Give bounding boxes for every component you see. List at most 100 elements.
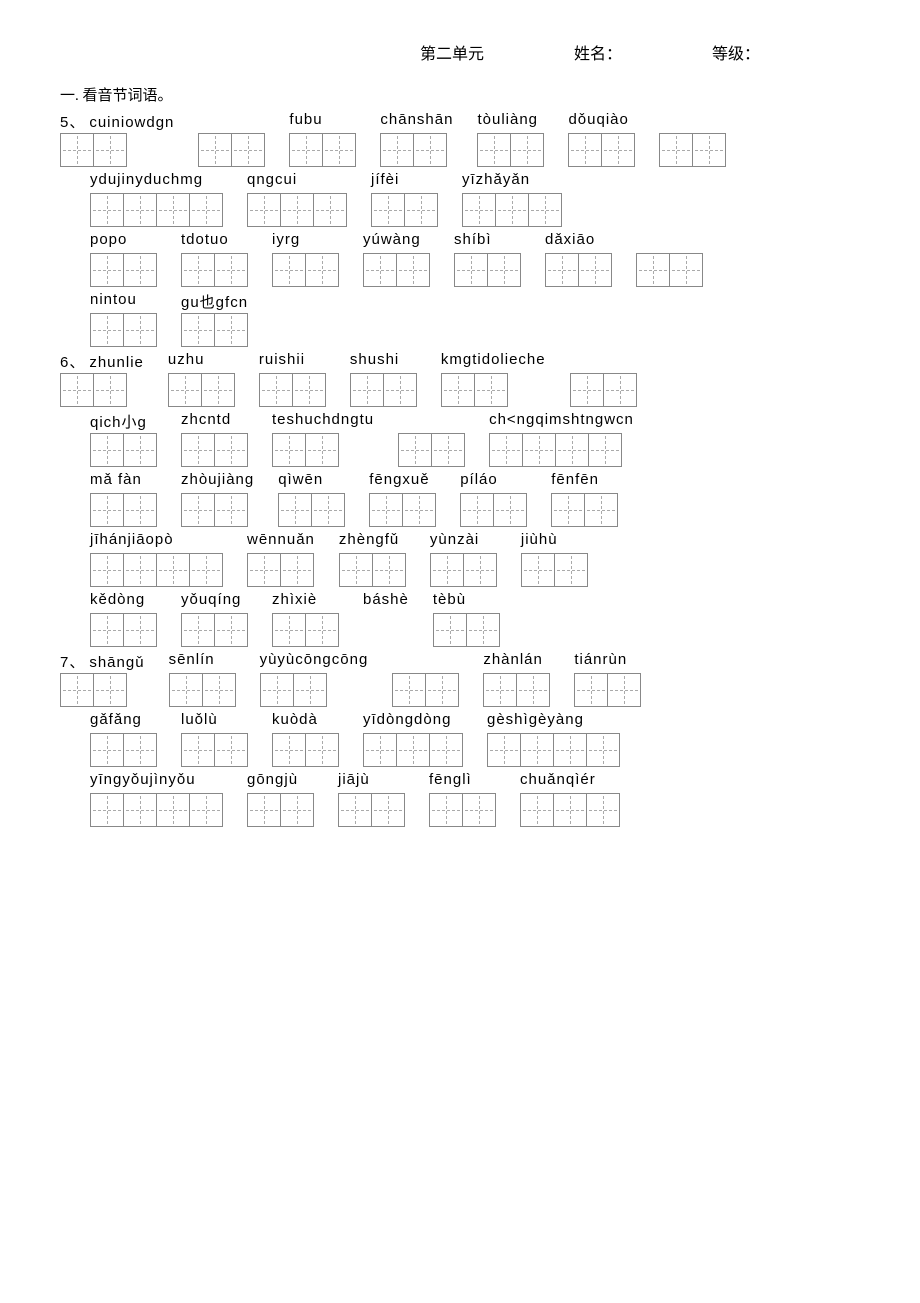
tianzige-cell <box>214 613 248 647</box>
tianzige-cell <box>280 553 314 587</box>
pinyin-item: yǒuqíng <box>181 591 248 647</box>
tianzige-cell <box>462 793 496 827</box>
pinyin-label: teshuchdngtu <box>272 411 374 429</box>
pinyin-label: yīngyǒujìnyǒu <box>90 771 196 789</box>
tianzige-grid <box>369 493 436 527</box>
tianzige-cell <box>404 193 438 227</box>
tianzige-cell <box>570 373 604 407</box>
tianzige-cell <box>495 193 529 227</box>
tianzige-cell <box>156 553 190 587</box>
pinyin-item: iyrg <box>272 231 339 287</box>
tianzige-cell <box>189 793 223 827</box>
tianzige-cell <box>93 133 127 167</box>
tianzige-cell <box>363 733 397 767</box>
pinyin-item: dǒuqiào <box>568 111 635 167</box>
pinyin-item: shushi <box>350 351 417 407</box>
tianzige-grid <box>272 253 339 287</box>
tianzige-cell <box>692 133 726 167</box>
pinyin-label: zhèngfǔ <box>339 531 399 549</box>
tianzige-grid <box>433 613 500 647</box>
tianzige-cell <box>272 733 306 767</box>
tianzige-cell <box>280 193 314 227</box>
tianzige-cell <box>198 133 232 167</box>
tianzige-cell <box>214 493 248 527</box>
pinyin-item: chuǎnqìér <box>520 771 620 827</box>
pinyin-text: píláo <box>460 471 498 488</box>
pinyin-text: nintou <box>90 291 137 308</box>
tianzige-cell <box>553 733 587 767</box>
tianzige-cell <box>272 433 306 467</box>
tianzige-cell <box>413 133 447 167</box>
tianzige-grid <box>181 493 248 527</box>
pinyin-label: shushi <box>350 351 399 369</box>
tianzige-cell <box>123 493 157 527</box>
pinyin-label: píláo <box>460 471 498 489</box>
tianzige-cell <box>383 373 417 407</box>
name-label: 姓名： <box>574 40 622 64</box>
unit-title: 第二单元 <box>420 40 484 64</box>
pinyin-item <box>392 651 459 707</box>
pinyin-text: popo <box>90 231 127 248</box>
tianzige-grid <box>90 733 157 767</box>
pinyin-item <box>398 411 465 467</box>
pinyin-text: zhòujiàng <box>181 471 254 488</box>
pinyin-item: yúwàng <box>363 231 430 287</box>
pinyin-text: tèbù <box>433 591 466 608</box>
tianzige-grid <box>350 373 417 407</box>
tianzige-cell <box>260 673 294 707</box>
pinyin-item: yùnzài <box>430 531 497 587</box>
tianzige-cell <box>396 253 430 287</box>
pinyin-label: yúwàng <box>363 231 421 249</box>
tianzige-cell <box>311 493 345 527</box>
pinyin-text: báshè <box>363 591 409 608</box>
tianzige-grid <box>289 133 356 167</box>
tianzige-grid <box>90 613 157 647</box>
tianzige-cell <box>441 373 475 407</box>
pinyin-text: tdotuo <box>181 231 229 248</box>
pinyin-text: kmgtidolieche <box>441 351 546 368</box>
tianzige-grid <box>460 493 527 527</box>
pinyin-item: jiājù <box>338 771 405 827</box>
pinyin-item <box>636 231 703 287</box>
pinyin-item: píláo <box>460 471 527 527</box>
pinyin-label: kmgtidolieche <box>441 351 546 369</box>
pinyin-text: fēngxuě <box>369 471 429 488</box>
tianzige-cell <box>305 613 339 647</box>
pinyin-label: luǒlù <box>181 711 218 729</box>
tianzige-grid <box>181 253 248 287</box>
tianzige-cell <box>380 133 414 167</box>
tianzige-cell <box>516 673 550 707</box>
tianzige-cell <box>463 553 497 587</box>
tianzige-grid <box>430 553 497 587</box>
tianzige-grid <box>429 793 496 827</box>
pinyin-text: fēnfēn <box>551 471 599 488</box>
tianzige-cell <box>520 733 554 767</box>
tianzige-cell <box>521 553 555 587</box>
tianzige-cell <box>60 373 94 407</box>
tianzige-cell <box>636 253 670 287</box>
worksheet-row: yīngyǒujìnyǒugōngjùjiājùfēnglìchuǎnqìér <box>60 771 860 827</box>
pinyin-item: qich小g <box>90 411 157 467</box>
tianzige-grid <box>90 493 157 527</box>
tianzige-cell <box>601 133 635 167</box>
pinyin-label: chānshān <box>380 111 453 129</box>
item-number: 5、 <box>60 114 85 131</box>
tianzige-grid <box>574 673 641 707</box>
tianzige-cell <box>487 733 521 767</box>
pinyin-label: gèshìgèyàng <box>487 711 584 729</box>
tianzige-grid <box>181 433 248 467</box>
pinyin-item: yīzhǎyǎn <box>462 171 562 227</box>
pinyin-item: fēnfēn <box>551 471 618 527</box>
pinyin-item: tiánrùn <box>574 651 641 707</box>
section-title: 一. 看音节词语。 <box>60 84 860 105</box>
pinyin-label: qìwēn <box>278 471 323 489</box>
tianzige-grid <box>483 673 550 707</box>
pinyin-text: gǎfǎng <box>90 711 142 728</box>
tianzige-grid <box>247 193 347 227</box>
tianzige-grid <box>441 373 508 407</box>
tianzige-grid <box>90 553 223 587</box>
tianzige-grid <box>545 253 612 287</box>
pinyin-item: mǎ fàn <box>90 471 157 527</box>
pinyin-label: kědòng <box>90 591 145 609</box>
worksheet-row: mǎ fàn zhòujiàng qìwēn fēngxuě píláo fēnfēn <box>60 471 860 527</box>
